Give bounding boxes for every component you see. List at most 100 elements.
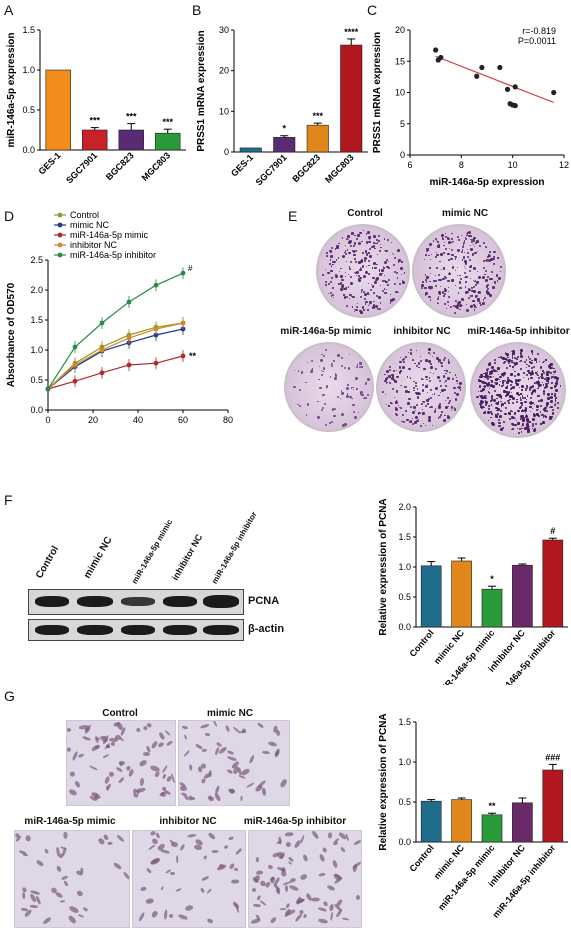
- colony-dot: [306, 414, 308, 416]
- colony-dot: [450, 406, 454, 409]
- colony-dot: [489, 379, 492, 382]
- colony-dot: [496, 402, 499, 405]
- cell-shape: [273, 882, 280, 890]
- colony-dot: [488, 250, 491, 254]
- colony-dot: [422, 368, 425, 370]
- cell-shape: [158, 731, 167, 741]
- colony-dot: [520, 359, 523, 362]
- colony-dot: [461, 259, 464, 261]
- colony-dot: [506, 352, 509, 356]
- colony-dot: [485, 375, 489, 378]
- colony-dot: [511, 380, 513, 383]
- y-tick-label: 0: [224, 147, 229, 157]
- colony-dot: [530, 410, 532, 412]
- colony-dot: [379, 273, 383, 277]
- colony-dot: [516, 401, 518, 403]
- data-point: [126, 335, 132, 341]
- cell-shape: [245, 782, 255, 789]
- colony-dot: [388, 266, 390, 269]
- cell-shape: [318, 906, 328, 912]
- colony-dot: [454, 299, 458, 303]
- colony-dot: [469, 295, 472, 297]
- colony-dot: [545, 359, 547, 361]
- colony-dot: [470, 264, 472, 267]
- colony-dot: [373, 245, 376, 248]
- bar: [542, 769, 564, 843]
- colony-dot: [326, 254, 328, 257]
- legend-label: mimic NC: [70, 220, 109, 230]
- cell-shape: [227, 749, 235, 756]
- colony-dot: [416, 419, 419, 422]
- colony-dot: [521, 424, 524, 427]
- colony-dot: [432, 373, 434, 375]
- colony-dot: [523, 361, 526, 364]
- panel-label-e: E: [288, 208, 298, 224]
- cell-shape: [321, 846, 328, 853]
- cell-shape: [161, 785, 167, 792]
- colony-dot: [529, 376, 533, 380]
- colony-dot: [496, 370, 499, 373]
- colony-dot: [490, 258, 494, 262]
- colony-dot: [524, 411, 527, 413]
- colony-dot: [331, 363, 333, 365]
- colony-dot: [456, 382, 459, 384]
- colony-dot: [441, 233, 444, 237]
- colony-dot: [515, 361, 518, 365]
- colony-dot: [388, 405, 390, 407]
- colony-dot: [372, 285, 375, 288]
- cell-shape: [142, 725, 149, 732]
- colony-dot: [382, 390, 385, 393]
- x-axis-label: miR-146a-5p expression: [429, 177, 544, 188]
- colony-dot: [322, 354, 326, 358]
- colony-dot: [332, 296, 335, 298]
- significance-mark: ###: [545, 752, 560, 762]
- colony-dot: [527, 356, 530, 358]
- colony-dot: [485, 382, 489, 386]
- colony-dot: [549, 416, 553, 420]
- colony-dot: [341, 254, 345, 258]
- colony-dot: [344, 296, 346, 298]
- colony-dot: [525, 414, 529, 418]
- colony-dot: [378, 308, 381, 311]
- colony-dot: [490, 380, 494, 383]
- micro-title-control: Control: [102, 708, 138, 719]
- colony-dot: [363, 293, 367, 297]
- colony-dot: [484, 376, 487, 379]
- colony-dot: [385, 249, 388, 253]
- colony-dot: [404, 385, 408, 389]
- colony-dot: [534, 391, 536, 393]
- dish-title-inhibitor: miR-146a-5p inhibitor: [467, 326, 570, 337]
- colony-dot: [504, 402, 507, 405]
- colony-dot: [334, 248, 337, 251]
- legend-swatch-marker: [57, 222, 63, 228]
- dish-title-control: Control: [347, 208, 383, 219]
- bar: [340, 44, 363, 153]
- colony-dot: [434, 387, 438, 391]
- colony-dot: [470, 248, 473, 251]
- colony-dot: [459, 286, 462, 290]
- cell-shape: [18, 849, 27, 855]
- colony-dot: [455, 376, 458, 379]
- data-point: [99, 370, 105, 376]
- colony-dot: [334, 407, 336, 410]
- colony-dot: [448, 258, 450, 261]
- cell-shape: [135, 727, 141, 734]
- colony-dot: [428, 416, 431, 419]
- significance-mark: ***: [162, 117, 173, 127]
- colony-dot: [330, 246, 333, 249]
- colony-dot: [385, 288, 388, 290]
- colony-dot: [409, 421, 411, 424]
- colony-dot: [367, 282, 370, 285]
- bar: [239, 147, 262, 153]
- colony-dot: [515, 420, 518, 422]
- cell-shape: [170, 772, 175, 783]
- panel-label-g: G: [4, 688, 15, 704]
- colony-dot: [518, 386, 520, 388]
- micrograph-inhibitor-nc: [132, 830, 246, 928]
- colony-dot: [369, 255, 372, 258]
- colony-dot: [424, 291, 428, 295]
- colony-dot: [415, 409, 417, 411]
- colony-dot: [425, 247, 428, 250]
- colony-dot: [541, 413, 544, 417]
- dish-title-mimic: miR-146a-5p mimic: [280, 326, 372, 337]
